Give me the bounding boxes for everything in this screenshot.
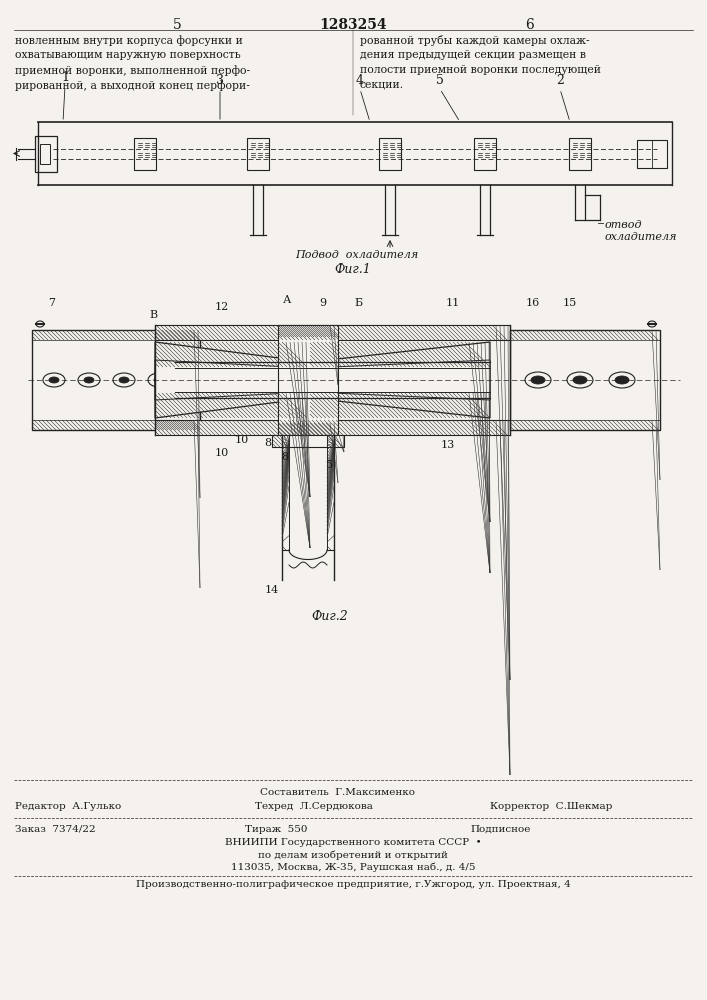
Polygon shape (155, 342, 310, 418)
Ellipse shape (609, 372, 635, 388)
Text: 113035, Москва, Ж-35, Раушская наб., д. 4/5: 113035, Москва, Ж-35, Раушская наб., д. … (230, 862, 475, 871)
Bar (134, 137, 156, 169)
Polygon shape (155, 360, 310, 400)
Text: 7: 7 (49, 298, 56, 308)
Text: Фиг.2: Фиг.2 (312, 610, 349, 623)
Text: Редактор  А.Гулько: Редактор А.Гулько (15, 802, 121, 811)
Text: отвод
охладителя: отвод охладителя (605, 220, 677, 242)
Bar (637, 139, 667, 167)
Text: Корректор  С.Шекмар: Корректор С.Шекмар (490, 802, 612, 811)
Text: 1: 1 (61, 71, 69, 84)
Ellipse shape (36, 321, 44, 327)
Text: 3: 3 (216, 74, 224, 87)
Ellipse shape (43, 373, 65, 387)
Ellipse shape (525, 372, 551, 388)
Text: Тираж  550: Тираж 550 (245, 825, 308, 834)
Text: Подписное: Подписное (470, 825, 530, 834)
Text: 10: 10 (235, 435, 249, 445)
Bar (379, 137, 401, 169)
Text: по делам изобретений и открытий: по делам изобретений и открытий (258, 850, 448, 859)
Text: 8: 8 (281, 452, 288, 462)
Text: 1283254: 1283254 (319, 18, 387, 32)
Bar (35, 135, 57, 172)
Text: 12: 12 (215, 302, 229, 312)
Ellipse shape (531, 376, 545, 384)
Ellipse shape (49, 377, 59, 383)
Ellipse shape (148, 373, 170, 387)
Text: 5: 5 (327, 460, 334, 470)
Text: 11: 11 (446, 298, 460, 308)
Bar (278, 325, 338, 435)
Text: 2: 2 (556, 74, 564, 87)
Ellipse shape (84, 377, 94, 383)
Polygon shape (310, 360, 490, 400)
Bar (474, 137, 496, 169)
Ellipse shape (648, 321, 656, 327)
Ellipse shape (154, 377, 164, 383)
Text: Заказ  7374/22: Заказ 7374/22 (15, 825, 95, 834)
Ellipse shape (78, 373, 100, 387)
Text: В: В (149, 310, 157, 320)
Text: новленным внутри корпуса форсунки и
охватывающим наружную поверхность
приемной в: новленным внутри корпуса форсунки и охва… (15, 35, 250, 91)
Text: 9: 9 (320, 298, 327, 308)
Text: 6: 6 (525, 18, 534, 32)
Text: рованной трубы каждой камеры охлаж-
дения предыдущей секции размещен в
полости п: рованной трубы каждой камеры охлаж- дени… (360, 35, 601, 89)
Text: 13: 13 (441, 440, 455, 450)
Ellipse shape (119, 377, 129, 383)
Ellipse shape (113, 373, 135, 387)
Bar (32, 330, 200, 430)
Bar (247, 137, 269, 169)
Text: 5: 5 (173, 18, 182, 32)
Text: Б: Б (354, 298, 362, 308)
Text: Составитель  Г.Максименко: Составитель Г.Максименко (260, 788, 415, 797)
Bar (155, 420, 510, 435)
Ellipse shape (573, 376, 587, 384)
Bar (155, 325, 510, 340)
Text: Производственно-полиграфическое предприятие, г.Ужгород, ул. Проектная, 4: Производственно-полиграфическое предприя… (136, 880, 571, 889)
Bar (510, 330, 660, 430)
Text: А: А (283, 295, 291, 305)
Bar (569, 137, 591, 169)
Text: 14: 14 (265, 585, 279, 595)
Text: 8: 8 (264, 438, 271, 448)
Text: 10: 10 (215, 448, 229, 458)
Polygon shape (310, 342, 490, 418)
Text: ВНИИПИ Государственного комитета СССР  •: ВНИИПИ Государственного комитета СССР • (225, 838, 481, 847)
Text: Подвод  охладителя: Подвод охладителя (295, 250, 419, 260)
Bar (40, 143, 50, 163)
Ellipse shape (567, 372, 593, 388)
Ellipse shape (615, 376, 629, 384)
Text: 5: 5 (436, 74, 444, 87)
Text: 4: 4 (356, 74, 364, 87)
Text: 16: 16 (526, 298, 540, 308)
Text: Техред  Л.Сердюкова: Техред Л.Сердюкова (255, 802, 373, 811)
Text: 15: 15 (563, 298, 577, 308)
Text: Фиг.1: Фиг.1 (334, 263, 371, 276)
Bar (272, 435, 344, 447)
